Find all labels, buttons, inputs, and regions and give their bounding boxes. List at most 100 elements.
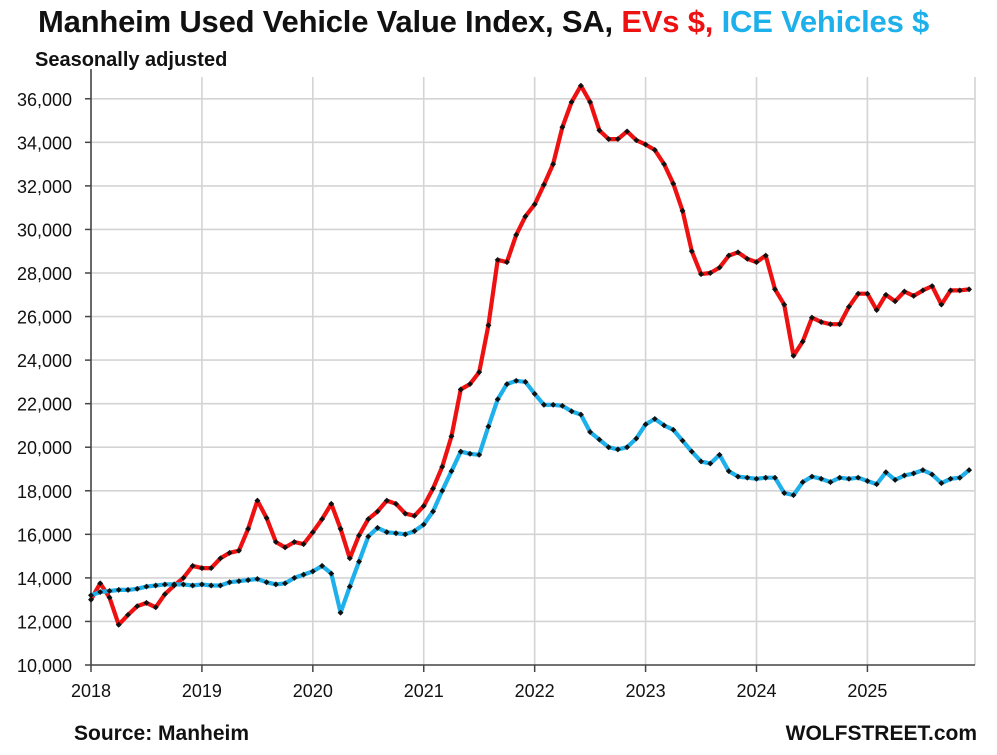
y-tick-label: 36,000 <box>17 90 72 110</box>
title-main: Manheim Used Vehicle Value Index, SA, <box>38 4 622 39</box>
series-lines <box>88 83 972 627</box>
ice-data-point <box>393 530 399 537</box>
ev-data-point <box>744 255 751 262</box>
ice-data-point <box>624 444 631 451</box>
ev-data-point <box>402 510 409 517</box>
axes: 10,000 12,000 14,000 16,000 18,000 20,000 22,0… <box>17 69 975 701</box>
y-tick-label: 16,000 <box>17 525 72 545</box>
ev-data-point <box>494 256 501 263</box>
ev-data-point <box>374 508 381 515</box>
ice-data-point <box>263 579 270 586</box>
ice-data-point <box>679 437 686 444</box>
ev-data-point <box>873 307 880 313</box>
ev-data-point <box>356 532 362 539</box>
ev-data-point <box>476 369 483 376</box>
ev-data-point <box>337 525 344 532</box>
ev-data-point <box>845 303 852 310</box>
ice-data-point <box>125 586 131 593</box>
ice-data-point <box>309 568 316 575</box>
ev-data-point <box>503 259 510 266</box>
ev-data-point <box>245 525 252 532</box>
ice-data-point <box>725 468 732 475</box>
ice-data-point <box>88 592 94 599</box>
ev-data-point <box>753 259 760 266</box>
ice-data-point <box>476 451 483 458</box>
ev-data-point <box>282 544 289 551</box>
x-tick-label: 2018 <box>71 681 111 701</box>
ice-data-point <box>235 578 242 585</box>
ev-data-point <box>430 485 436 492</box>
ice-data-point <box>559 402 566 409</box>
x-tick-label: 2020 <box>293 681 333 701</box>
y-tick-label: 28,000 <box>17 264 72 284</box>
y-tick-label: 22,000 <box>17 395 72 415</box>
ice-data-point <box>300 571 307 578</box>
ice-data-point <box>855 474 862 481</box>
ice-data-point <box>550 401 557 408</box>
ev-data-point <box>365 516 372 523</box>
y-tick-label: 14,000 <box>17 569 72 589</box>
x-tick-label: 2024 <box>736 681 776 701</box>
y-tick-label: 32,000 <box>17 177 72 197</box>
ev-data-point <box>725 252 732 259</box>
ice-data-point <box>651 415 658 422</box>
ev-data-point <box>966 286 973 293</box>
ev-data-point <box>272 538 279 545</box>
ev-data-point <box>901 288 908 295</box>
ice-data-point <box>707 460 714 467</box>
ev-data-point <box>642 141 649 148</box>
brand-label: WOLFSTREET.com <box>785 722 977 745</box>
ice-data-point <box>577 411 584 418</box>
ice-data-point <box>467 450 473 457</box>
ev-data-point <box>328 500 335 507</box>
ice-data-point <box>744 474 751 481</box>
ice-data-point <box>836 474 843 481</box>
ice-data-point <box>411 528 418 535</box>
ice-data-point <box>319 562 326 569</box>
ev-data-point <box>485 322 492 329</box>
ice-data-point <box>587 429 594 435</box>
ice-data-point <box>642 421 649 428</box>
ev-data-point <box>457 386 464 393</box>
ice-data-point <box>254 575 261 582</box>
ice-data-point <box>661 422 668 429</box>
ice-data-point <box>420 521 427 528</box>
ice-data-point <box>910 470 917 477</box>
ice-data-point <box>365 533 372 540</box>
ev-data-point <box>919 287 926 294</box>
ev-data-point <box>827 321 834 328</box>
ice-data-point <box>716 451 723 458</box>
ice-data-point <box>356 558 363 565</box>
ev-data-point <box>947 287 954 294</box>
ice-data-point <box>808 473 815 480</box>
x-tick-label: 2019 <box>182 681 222 701</box>
ev-data-point <box>716 264 723 271</box>
ice-data-point <box>513 377 520 384</box>
ev-data-point <box>670 180 677 187</box>
ice-data-point <box>245 577 252 584</box>
ice-data-point <box>596 436 603 443</box>
ev-data-point <box>929 283 936 290</box>
ice-data-point <box>762 474 769 481</box>
ice-data-point <box>503 381 510 388</box>
ev-data-point <box>309 529 316 536</box>
ice-data-point <box>272 581 279 588</box>
ice-data-point <box>346 583 353 590</box>
ice-data-point <box>614 446 621 453</box>
ev-data-point <box>393 500 399 507</box>
chart-title: Manheim Used Vehicle Value Index, SA, EV… <box>38 4 929 40</box>
ice-data-point <box>735 473 741 480</box>
y-tick-label: 34,000 <box>17 133 72 153</box>
ice-data-point <box>374 524 381 531</box>
ice-data-point <box>402 531 409 538</box>
gridlines <box>91 77 976 665</box>
ice-data-point <box>753 475 760 482</box>
ice-data-point <box>670 426 677 433</box>
ev-data-point <box>420 503 427 510</box>
ice-data-point <box>328 570 335 577</box>
ice-data-point <box>882 469 889 476</box>
ev-data-point <box>707 270 714 276</box>
ev-data-point <box>134 603 141 610</box>
ice-data-point <box>790 492 797 499</box>
